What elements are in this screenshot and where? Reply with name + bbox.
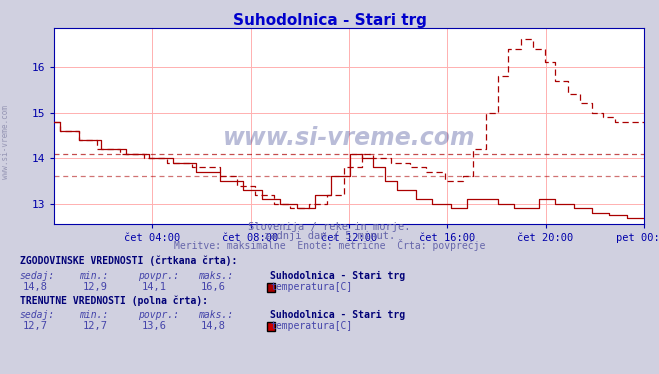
Text: min.:: min.:: [79, 271, 109, 280]
Text: Slovenija / reke in morje.: Slovenija / reke in morje.: [248, 222, 411, 232]
Text: Suhodolnica - Stari trg: Suhodolnica - Stari trg: [270, 310, 405, 320]
Text: zadnji dan / 5 minut.: zadnji dan / 5 minut.: [264, 232, 395, 241]
Text: 12,7: 12,7: [82, 321, 107, 331]
Text: 12,9: 12,9: [82, 282, 107, 292]
Text: maks.:: maks.:: [198, 271, 233, 280]
Text: povpr.:: povpr.:: [138, 271, 179, 280]
Text: 14,8: 14,8: [201, 321, 226, 331]
Text: 13,6: 13,6: [142, 321, 167, 331]
Text: maks.:: maks.:: [198, 310, 233, 320]
Text: 12,7: 12,7: [23, 321, 48, 331]
Text: sedaj:: sedaj:: [20, 271, 55, 280]
Text: temperatura[C]: temperatura[C]: [270, 321, 353, 331]
Text: povpr.:: povpr.:: [138, 310, 179, 320]
Text: www.si-vreme.com: www.si-vreme.com: [1, 105, 10, 179]
Text: TRENUTNE VREDNOSTI (polna črta):: TRENUTNE VREDNOSTI (polna črta):: [20, 295, 208, 306]
Text: Suhodolnica - Stari trg: Suhodolnica - Stari trg: [233, 13, 426, 28]
Text: min.:: min.:: [79, 310, 109, 320]
Text: Meritve: maksimalne  Enote: metrične  Črta: povprečje: Meritve: maksimalne Enote: metrične Črta…: [174, 239, 485, 251]
Text: 16,6: 16,6: [201, 282, 226, 292]
Text: ZGODOVINSKE VREDNOSTI (črtkana črta):: ZGODOVINSKE VREDNOSTI (črtkana črta):: [20, 255, 237, 266]
Text: 14,8: 14,8: [23, 282, 48, 292]
Text: Suhodolnica - Stari trg: Suhodolnica - Stari trg: [270, 271, 405, 280]
Text: sedaj:: sedaj:: [20, 310, 55, 320]
Text: www.si-vreme.com: www.si-vreme.com: [223, 126, 475, 150]
Text: temperatura[C]: temperatura[C]: [270, 282, 353, 292]
Text: 14,1: 14,1: [142, 282, 167, 292]
